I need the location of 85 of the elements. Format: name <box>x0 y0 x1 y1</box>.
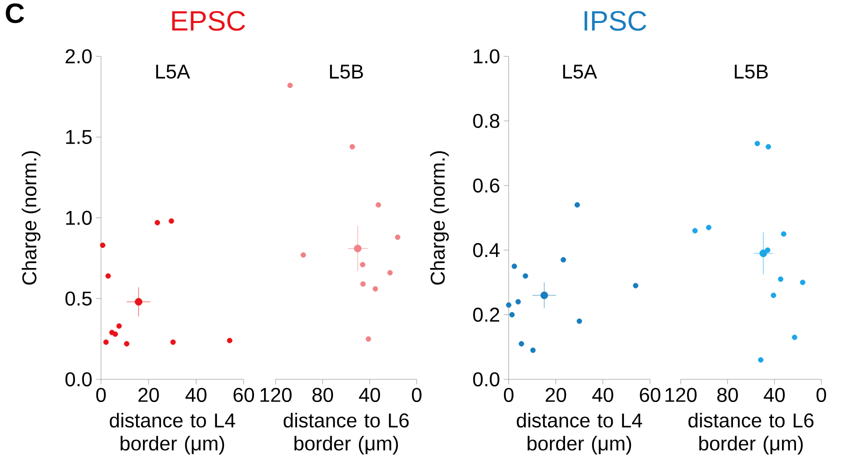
x-tick-label: 40 <box>359 388 380 402</box>
point <box>540 291 548 299</box>
x-tick-label: 0 <box>96 388 106 402</box>
point <box>366 336 372 342</box>
x-tick-label: 120 <box>260 388 292 402</box>
point <box>760 249 768 257</box>
chart-title: EPSC <box>172 10 246 31</box>
point <box>754 140 760 146</box>
point <box>360 262 366 268</box>
point <box>112 331 118 337</box>
point <box>300 252 306 258</box>
x-axis-title: distance to L6 border (μm) <box>284 412 409 454</box>
point <box>518 340 524 346</box>
point <box>103 339 109 345</box>
chart-title: IPSC <box>584 10 646 31</box>
x-axis-title: distance to L6 border (μm) <box>688 412 814 454</box>
y-tick-label: 1.0 <box>66 210 92 225</box>
x-tick-label: 20 <box>546 388 566 402</box>
point <box>287 82 293 88</box>
point <box>515 298 521 304</box>
point <box>360 281 366 287</box>
y-tick-label: 2.0 <box>66 49 92 64</box>
x-tick-label: 60 <box>234 388 254 402</box>
x-tick-label: 60 <box>640 388 660 402</box>
y-axis-title: Charge (norm.) <box>430 151 449 284</box>
y-tick-label: 0.8 <box>473 114 500 128</box>
x-tick-label: 80 <box>312 388 334 402</box>
point <box>522 273 528 278</box>
x-tick-label: 0 <box>816 388 826 402</box>
point <box>105 273 111 278</box>
y-axis-title: Charge (norm.) <box>22 151 40 284</box>
y-tick-label: 0.5 <box>65 291 92 306</box>
y-tick-label: 0.4 <box>473 242 500 258</box>
point <box>758 357 764 362</box>
point <box>394 234 400 240</box>
x-tick-label: 0 <box>412 388 422 402</box>
point <box>512 263 518 269</box>
point <box>560 256 566 262</box>
x-tick-label: 80 <box>717 388 738 402</box>
x-axis-title: distance to L4 border (μm) <box>110 412 236 454</box>
point <box>506 302 512 308</box>
point <box>168 218 174 224</box>
x-tick-label: 0 <box>504 388 514 402</box>
x-tick-label: 40 <box>592 388 614 402</box>
x-axis-title: distance to L4 border (μm) <box>516 412 642 454</box>
chart-subtitle: L5A <box>156 64 190 78</box>
y-tick-label: 0.2 <box>473 307 500 322</box>
chart-subtitle: L5B <box>330 64 363 78</box>
point <box>116 323 122 329</box>
y-tick-label: 0.0 <box>473 372 500 386</box>
y-tick-label: 0.0 <box>65 372 92 386</box>
chart-subtitle: L5B <box>734 64 768 78</box>
y-tick-label: 0.6 <box>473 178 500 192</box>
chart-subtitle: L5A <box>563 64 598 78</box>
point <box>387 270 393 276</box>
y-tick-label: 1.0 <box>474 49 500 64</box>
point <box>154 220 160 226</box>
point <box>770 292 776 298</box>
point <box>766 144 772 150</box>
point <box>530 347 536 353</box>
point <box>350 144 356 150</box>
point <box>376 202 382 208</box>
point <box>778 276 784 282</box>
y-tick-label: 1.5 <box>66 130 92 144</box>
point <box>372 286 378 292</box>
point <box>100 242 106 248</box>
x-tick-label: 20 <box>138 388 159 402</box>
point <box>692 228 698 234</box>
point <box>632 282 638 288</box>
point <box>792 334 798 340</box>
point <box>226 338 232 344</box>
point <box>574 202 580 208</box>
point <box>576 318 582 324</box>
point <box>800 280 806 285</box>
point <box>354 244 362 252</box>
x-tick-label: 120 <box>666 388 697 402</box>
point <box>124 340 130 346</box>
point <box>706 224 712 230</box>
point <box>509 312 515 318</box>
x-tick-label: 40 <box>764 388 785 402</box>
point <box>134 298 142 306</box>
point <box>780 231 786 237</box>
text: C <box>6 3 24 23</box>
point <box>170 339 176 345</box>
x-tick-label: 40 <box>185 388 206 402</box>
